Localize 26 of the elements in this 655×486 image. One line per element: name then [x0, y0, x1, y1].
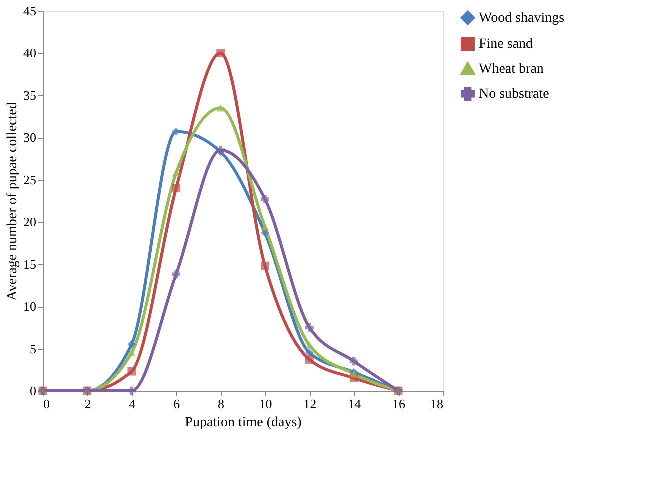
x-tick-label: 8 — [218, 396, 225, 412]
x-tick-label: 6 — [174, 396, 181, 412]
legend-label: No substrate — [479, 87, 550, 102]
legend-label: Wood shavings — [479, 11, 565, 26]
y-tick-label: 45 — [24, 4, 36, 18]
y-tick-label: 35 — [24, 88, 36, 103]
x-tick-label: 0 — [44, 396, 50, 412]
x-tick-label: 18 — [430, 396, 444, 412]
y-tick-label: 0 — [30, 384, 36, 398]
y-tick-label: 30 — [24, 130, 36, 146]
x-tick-label: 16 — [392, 396, 406, 412]
y-tick-label: 10 — [24, 299, 36, 314]
y-tick-label: 40 — [24, 46, 36, 61]
y-tick-label: 20 — [24, 214, 36, 230]
x-tick-label: 12 — [304, 396, 317, 412]
y-tick-label: 5 — [30, 341, 36, 356]
x-tick-label: 14 — [348, 396, 362, 412]
x-tick-label: 2 — [84, 396, 92, 412]
x-tick-label: 4 — [129, 396, 136, 412]
legend-label: Fine sand — [479, 37, 534, 52]
y-tick-label: 15 — [24, 256, 36, 272]
x-tick-label: 10 — [259, 396, 272, 412]
y-axis-title: Average number of pupae collected — [6, 102, 20, 301]
y-tick-label: 25 — [24, 172, 36, 188]
legend-label: Wheat bran — [479, 62, 544, 77]
x-axis-title: Pupation time (days) — [185, 416, 302, 430]
